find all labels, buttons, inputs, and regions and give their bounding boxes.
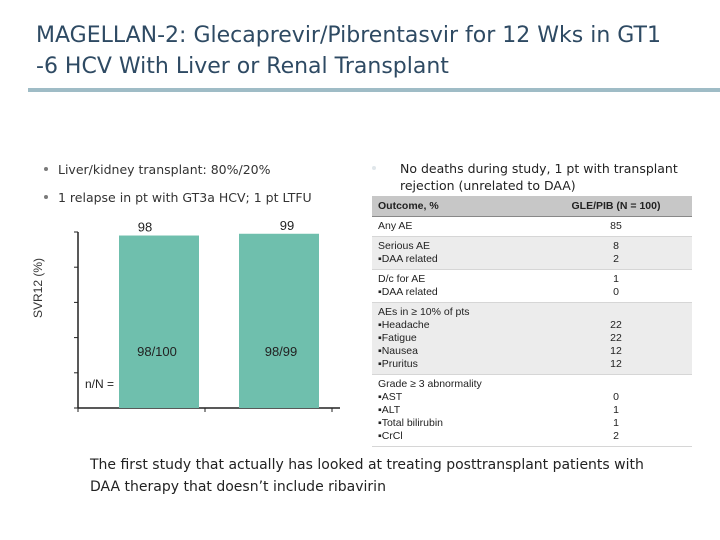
title-divider [28,88,720,92]
outcome-value: 22 [610,319,622,331]
outcome-value [546,306,686,319]
bar-value-label: 98 [138,220,152,235]
outcome-label: ▪CrCl [378,430,403,442]
outcome-value-cell: 85 [540,216,692,237]
bullet-relapse: 1 relapse in pt with GT3a HCV; 1 pt LTFU [44,190,312,205]
outcome-label: ▪ALT [378,404,401,416]
outcome-value: 0 [613,391,619,403]
bar-mitt [239,233,319,408]
right-bullet-text: No deaths during study, 1 pt with transp… [400,161,678,193]
outcome-value: 22 [610,332,622,344]
right-bullet: No deaths during study, 1 pt with transp… [372,160,700,194]
outcome-label-cell: D/c for AE ▪DAA related [372,269,540,303]
title-line-1: MAGELLAN-2: Glecaprevir/Pibrentasvir for… [36,23,661,48]
y-axis-label: SVR12 (%) [31,258,45,318]
outcome-label: ▪Nausea [378,345,418,357]
outcome-value: 12 [610,345,622,357]
outcome-value [546,378,686,391]
outcome-value: 0 [613,286,619,298]
outcome-label: Any AE [378,220,413,232]
outcome-value: 2 [613,430,619,442]
outcome-label: ▪DAA related [378,286,438,298]
outcome-value: 1 [613,404,619,416]
outcome-label: ▪AST [378,391,403,403]
bar-itt [119,235,199,408]
outcome-value: 1 [613,417,619,429]
outcome-label: ▪Headache [378,319,430,331]
outcome-value: 85 [610,220,622,232]
bullet-transplant: Liver/kidney transplant: 80%/20% [44,162,271,177]
header-outcome: Outcome, % [372,196,540,217]
outcome-label: Serious AE [378,240,430,252]
table-row: Serious AE ▪DAA related 8 2 [372,236,692,270]
bar-n-label: 98/100 [137,344,177,359]
outcome-value: 12 [610,358,622,370]
bullet-dot-icon [44,194,48,199]
header-gle-pib: GLE/PIB (N = 100) [540,196,692,217]
outcome-value: 2 [613,253,619,265]
table-row: D/c for AE ▪DAA related 1 0 [372,269,692,303]
outcomes-table: Outcome, % GLE/PIB (N = 100) Any AE 85 Ser… [372,196,692,447]
title-line-2: -6 HCV With Liver or Renal Transplant [36,54,449,79]
bullet-dot-icon [44,166,48,171]
outcome-label: AEs in ≥ 10% of pts [378,306,470,318]
bullet-dot-icon [372,166,376,170]
bar-value-label: 99 [280,218,294,233]
bar-n-label: 98/99 [265,344,298,359]
outcome-label: Grade ≥ 3 abnormality [378,378,482,390]
chart-bars [119,233,319,408]
outcome-label-cell: Any AE [372,216,540,237]
outcome-value: 8 [613,240,619,252]
outcome-label-cell: AEs in ≥ 10% of pts ▪Headache ▪Fatigue ▪Nau… [372,302,540,375]
table-row: AEs in ≥ 10% of pts ▪Headache ▪Fatigue ▪Nau… [372,302,692,375]
n-over-n-prefix: n/N = [85,377,114,391]
table-row: Any AE 85 [372,216,692,237]
table-header-row: Outcome, % GLE/PIB (N = 100) [372,196,692,217]
outcome-label: ▪Fatigue [378,332,417,344]
outcome-label: ▪Pruritus [378,358,418,370]
outcome-value-cell: 22 22 12 12 [540,302,692,375]
outcome-label: ▪Total bilirubin [378,417,444,429]
outcome-label: D/c for AE [378,273,426,285]
bullet-text: Liver/kidney transplant: 80%/20% [58,162,271,177]
bullet-text: 1 relapse in pt with GT3a HCV; 1 pt LTFU [58,190,312,205]
outcome-label-cell: Serious AE ▪DAA related [372,236,540,270]
outcome-label: ▪DAA related [378,253,438,265]
outcome-label-cell: Grade ≥ 3 abnormality ▪AST ▪ALT ▪Total bili… [372,374,540,447]
footnote: The first study that actually has looked… [90,457,644,495]
chart-labels: 98 98/100 99 98/99 n/N = [85,218,297,391]
slide-title: MAGELLAN-2: Glecaprevir/Pibrentasvir for… [36,20,706,82]
table-row: Grade ≥ 3 abnormality ▪AST ▪ALT ▪Total bili… [372,374,692,447]
outcome-value: 1 [613,273,619,285]
